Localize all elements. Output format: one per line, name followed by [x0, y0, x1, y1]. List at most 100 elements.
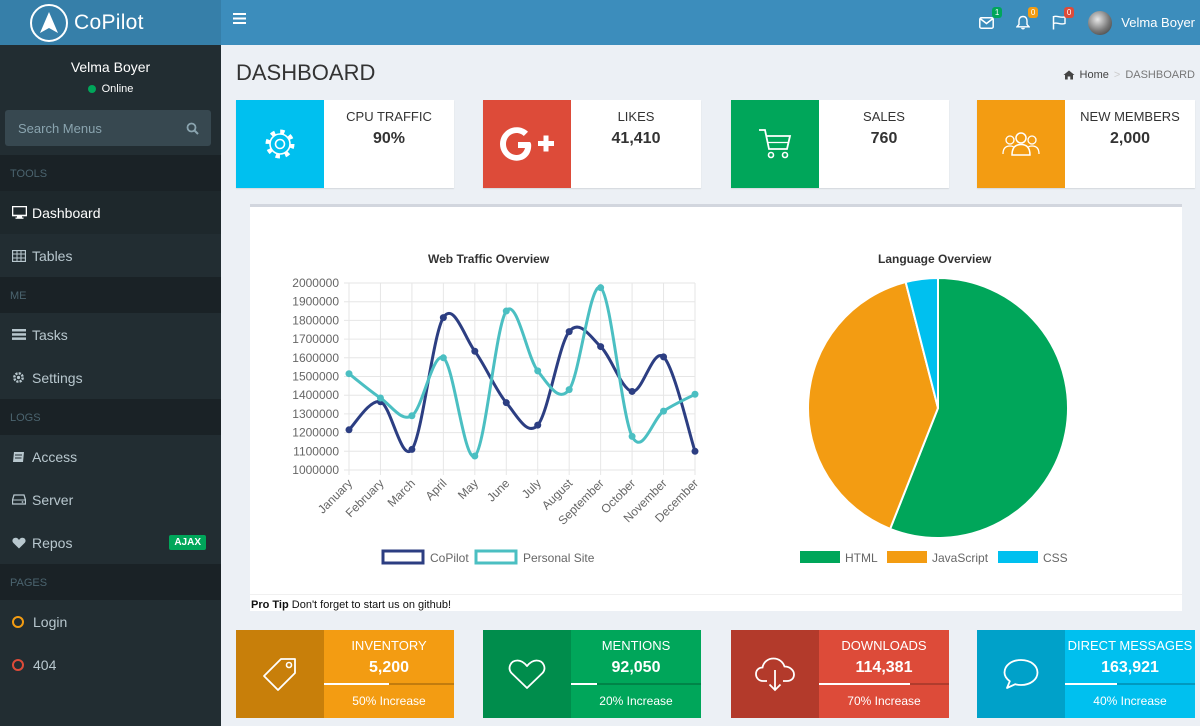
stat-box-value: 92,050 — [611, 659, 661, 676]
legend-label: HTML — [845, 551, 878, 565]
x-tick-label: May — [455, 476, 481, 502]
stat-box-value: 5,200 — [368, 659, 410, 676]
info-box-sales: SALES 760 — [731, 100, 949, 188]
logo[interactable]: CoPilot — [0, 0, 221, 45]
charts-panel: Web Traffic Overview Language Overview 2… — [250, 204, 1182, 611]
sidebar-item-dashboard[interactable]: Dashboard — [0, 191, 221, 234]
hdd-icon — [12, 494, 32, 505]
stat-box-content: DIRECT MESSAGES 163,921 40% Increase — [1065, 630, 1195, 718]
search-input[interactable]: Search Menus — [5, 110, 211, 146]
sidebar-item-404[interactable]: 404 — [0, 643, 221, 686]
info-box-value: 2,000 — [1109, 130, 1151, 147]
legend-label: CoPilot — [430, 551, 469, 565]
y-tick-label: 1800000 — [292, 313, 339, 327]
data-point — [471, 347, 479, 355]
sidebar-toggle-icon[interactable] — [233, 11, 246, 29]
pro-tip-text: Don't forget to start us on github! — [291, 599, 452, 611]
y-tick-label: 1900000 — [292, 295, 339, 309]
info-box-content: LIKES 41,410 — [571, 100, 701, 148]
breadcrumb-separator: > — [1113, 69, 1121, 81]
notifications-button[interactable]: 0 — [1016, 6, 1039, 33]
breadcrumb: Home > DASHBOARD — [1063, 69, 1195, 81]
sidebar-item-repos[interactable]: Repos AJAX — [0, 521, 221, 564]
legend-label: CSS — [1043, 551, 1068, 565]
data-point — [597, 284, 605, 292]
info-box-value: 90% — [372, 130, 406, 147]
stat-box-content: DOWNLOADS 114,381 70% Increase — [819, 630, 949, 718]
stat-box-label: MENTIONS — [601, 638, 671, 653]
data-point — [376, 394, 384, 402]
data-point — [660, 407, 668, 415]
stat-box-value: 114,381 — [855, 659, 913, 676]
legend-swatch — [800, 551, 840, 563]
y-tick-label: 1600000 — [292, 351, 339, 365]
page-title: DASHBOARD — [236, 60, 376, 85]
logo-arrow-icon — [30, 3, 68, 42]
flags-count-badge: 0 — [1063, 6, 1075, 18]
data-point — [408, 412, 416, 420]
data-point — [628, 387, 636, 395]
pro-tip: Pro Tip Don't forget to start us on gith… — [250, 594, 1182, 611]
data-point — [565, 386, 573, 394]
line-chart-title: Web Traffic Overview — [428, 252, 550, 266]
messages-button[interactable]: 1 — [979, 6, 1003, 33]
pie-slice-html — [888, 276, 1069, 539]
stat-progress-fill — [819, 683, 910, 685]
avatar[interactable] — [1088, 10, 1113, 35]
data-point — [408, 445, 416, 453]
y-tick-label: 1100000 — [293, 444, 339, 458]
notifications-count-badge: 0 — [1027, 6, 1039, 18]
sidebar-nav: TOOLS Dashboard Tables ME Tasks Settings… — [0, 155, 221, 686]
sidebar-item-settings[interactable]: Settings — [0, 356, 221, 399]
info-box-value: 41,410 — [611, 130, 661, 147]
data-point — [534, 367, 542, 375]
legend-swatch — [887, 551, 927, 563]
stat-progress-fill — [571, 683, 597, 685]
data-point — [628, 432, 636, 440]
grid-lines — [344, 282, 696, 475]
y-tick-label: 1000000 — [292, 463, 339, 477]
stat-box-value: 163,921 — [1101, 659, 1159, 676]
x-tick-label: June — [484, 476, 513, 505]
data-point — [345, 426, 353, 434]
online-dot-icon — [87, 85, 96, 93]
info-box-new-members: NEW MEMBERS 2,000 — [977, 100, 1195, 188]
sidebar: CoPilot Velma Boyer Online Search Menus … — [0, 0, 221, 726]
nav-header-pages: PAGES — [0, 564, 221, 600]
sidebar-item-label: Server — [32, 491, 74, 508]
nav-header-logs: LOGS — [0, 399, 221, 435]
y-tick-label: 1300000 — [292, 407, 339, 421]
legend-label: Personal Site — [523, 551, 595, 565]
nav-header-me: ME — [0, 277, 221, 313]
user-panel: Velma Boyer Online — [0, 45, 221, 105]
search-placeholder: Search Menus — [18, 120, 102, 136]
data-point — [691, 447, 699, 455]
flags-button[interactable]: 0 — [1052, 6, 1075, 33]
sidebar-item-server[interactable]: Server — [0, 478, 221, 521]
pro-tip-label: Pro Tip — [251, 599, 289, 611]
data-point — [534, 421, 542, 429]
sidebar-item-label: Access — [32, 448, 78, 465]
comment-icon — [977, 630, 1065, 718]
x-tick-label: April — [423, 476, 450, 503]
search-icon[interactable] — [186, 122, 199, 135]
sidebar-item-tables[interactable]: Tables — [0, 234, 221, 277]
legend-label: JavaScript — [932, 551, 989, 565]
sidebar-item-access[interactable]: Access — [0, 435, 221, 478]
circle-icon — [12, 615, 24, 628]
data-point — [439, 314, 447, 322]
data-point — [439, 354, 447, 362]
user-status-label: Online — [101, 83, 134, 95]
sidebar-item-tasks[interactable]: Tasks — [0, 313, 221, 356]
breadcrumb-home-link[interactable]: Home — [1079, 69, 1109, 81]
legend-swatch — [381, 549, 425, 565]
ajax-badge: AJAX — [169, 535, 206, 550]
stat-progress-bar — [819, 683, 949, 685]
info-box-content: CPU TRAFFIC 90% — [324, 100, 454, 148]
sidebar-item-login[interactable]: Login — [0, 600, 221, 643]
y-tick-label: 1400000 — [292, 388, 339, 402]
data-point — [691, 390, 699, 398]
data-point — [565, 328, 573, 336]
data-point — [471, 452, 479, 460]
navbar-user-name[interactable]: Velma Boyer — [1121, 15, 1195, 30]
